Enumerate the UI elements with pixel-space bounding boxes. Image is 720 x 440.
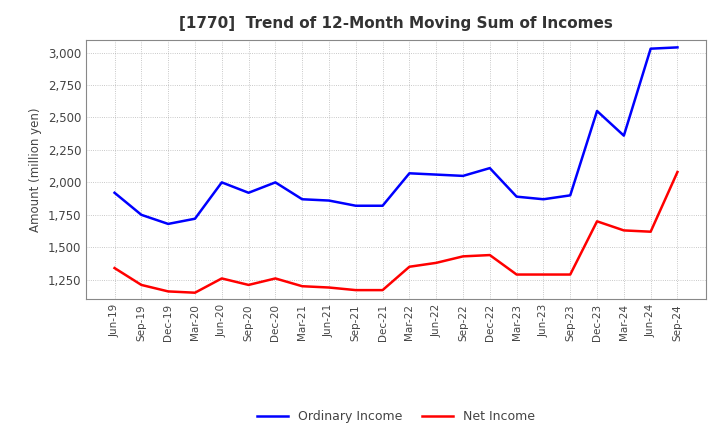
Net Income: [271, 276, 279, 281]
Net Income: [378, 287, 387, 293]
Ordinary Income: [378, 203, 387, 209]
Ordinary Income: [459, 173, 467, 179]
Net Income: [513, 272, 521, 277]
Ordinary Income: [566, 193, 575, 198]
Net Income: [459, 254, 467, 259]
Ordinary Income: [673, 45, 682, 50]
Ordinary Income: [271, 180, 279, 185]
Net Income: [593, 219, 601, 224]
Legend: Ordinary Income, Net Income: Ordinary Income, Net Income: [252, 405, 540, 428]
Net Income: [191, 290, 199, 295]
Ordinary Income: [191, 216, 199, 221]
Ordinary Income: [485, 165, 494, 171]
Net Income: [164, 289, 173, 294]
Ordinary Income: [619, 133, 628, 138]
Net Income: [351, 287, 360, 293]
Net Income: [485, 253, 494, 258]
Net Income: [432, 260, 441, 265]
Ordinary Income: [298, 197, 307, 202]
Line: Ordinary Income: Ordinary Income: [114, 48, 678, 224]
Ordinary Income: [110, 190, 119, 195]
Net Income: [110, 265, 119, 271]
Ordinary Income: [432, 172, 441, 177]
Ordinary Income: [593, 108, 601, 114]
Ordinary Income: [244, 190, 253, 195]
Title: [1770]  Trend of 12-Month Moving Sum of Incomes: [1770] Trend of 12-Month Moving Sum of I…: [179, 16, 613, 32]
Ordinary Income: [137, 212, 145, 217]
Net Income: [244, 282, 253, 288]
Ordinary Income: [539, 197, 548, 202]
Net Income: [673, 169, 682, 175]
Ordinary Income: [513, 194, 521, 199]
Ordinary Income: [164, 221, 173, 227]
Net Income: [619, 228, 628, 233]
Ordinary Income: [217, 180, 226, 185]
Net Income: [405, 264, 414, 269]
Net Income: [298, 284, 307, 289]
Net Income: [539, 272, 548, 277]
Net Income: [325, 285, 333, 290]
Ordinary Income: [647, 46, 655, 51]
Ordinary Income: [325, 198, 333, 203]
Y-axis label: Amount (million yen): Amount (million yen): [30, 107, 42, 231]
Net Income: [217, 276, 226, 281]
Ordinary Income: [405, 171, 414, 176]
Net Income: [137, 282, 145, 288]
Net Income: [566, 272, 575, 277]
Ordinary Income: [351, 203, 360, 209]
Line: Net Income: Net Income: [114, 172, 678, 293]
Net Income: [647, 229, 655, 235]
